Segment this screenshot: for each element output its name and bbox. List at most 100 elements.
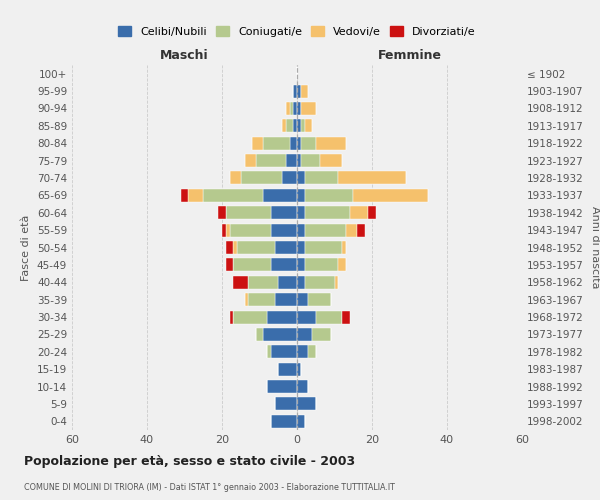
Bar [297, 154, 301, 167]
Bar [305, 258, 338, 272]
Bar [267, 310, 297, 324]
Bar [282, 172, 297, 184]
Bar [263, 328, 297, 341]
Bar [301, 84, 308, 98]
Bar [338, 258, 346, 272]
Bar [293, 102, 297, 115]
Bar [320, 154, 342, 167]
Bar [297, 415, 305, 428]
Bar [297, 293, 308, 306]
Bar [301, 120, 305, 132]
Bar [297, 398, 316, 410]
Bar [297, 380, 308, 393]
Bar [248, 293, 275, 306]
Bar [233, 241, 237, 254]
Bar [271, 224, 297, 236]
Bar [275, 398, 297, 410]
Bar [357, 224, 365, 236]
Bar [226, 206, 271, 220]
Bar [316, 310, 342, 324]
Bar [278, 276, 297, 289]
Text: Maschi: Maschi [160, 48, 209, 62]
Bar [271, 258, 297, 272]
Bar [305, 189, 353, 202]
Bar [203, 189, 263, 202]
Bar [233, 258, 271, 272]
Bar [229, 172, 241, 184]
Text: COMUNE DI MOLINI DI TRIORA (IM) - Dati ISTAT 1° gennaio 2003 - Elaborazione TUTT: COMUNE DI MOLINI DI TRIORA (IM) - Dati I… [24, 482, 395, 492]
Y-axis label: Fasce di età: Fasce di età [22, 214, 31, 280]
Bar [233, 276, 248, 289]
Bar [305, 276, 335, 289]
Bar [256, 154, 286, 167]
Bar [286, 154, 297, 167]
Bar [181, 189, 188, 202]
Bar [233, 310, 267, 324]
Bar [301, 102, 316, 115]
Bar [308, 293, 331, 306]
Bar [293, 120, 297, 132]
Bar [226, 224, 229, 236]
Text: Femmine: Femmine [377, 48, 442, 62]
Bar [297, 241, 305, 254]
Bar [218, 206, 226, 220]
Bar [353, 189, 428, 202]
Bar [305, 241, 342, 254]
Bar [245, 154, 256, 167]
Bar [346, 224, 357, 236]
Bar [297, 328, 312, 341]
Bar [301, 136, 316, 149]
Legend: Celibi/Nubili, Coniugati/e, Vedovi/e, Divorziati/e: Celibi/Nubili, Coniugati/e, Vedovi/e, Di… [115, 23, 479, 40]
Bar [297, 189, 305, 202]
Bar [297, 224, 305, 236]
Bar [335, 276, 338, 289]
Bar [248, 276, 278, 289]
Bar [297, 120, 301, 132]
Bar [305, 224, 346, 236]
Bar [252, 136, 263, 149]
Bar [229, 224, 271, 236]
Bar [305, 206, 349, 220]
Bar [275, 293, 297, 306]
Bar [297, 258, 305, 272]
Bar [263, 189, 297, 202]
Bar [297, 136, 301, 149]
Bar [256, 328, 263, 341]
Bar [305, 172, 338, 184]
Bar [241, 172, 282, 184]
Bar [297, 206, 305, 220]
Bar [301, 154, 320, 167]
Bar [275, 241, 297, 254]
Bar [282, 120, 286, 132]
Bar [308, 346, 316, 358]
Bar [338, 172, 406, 184]
Bar [305, 120, 312, 132]
Bar [229, 310, 233, 324]
Bar [271, 206, 297, 220]
Bar [316, 136, 346, 149]
Bar [342, 310, 349, 324]
Bar [226, 258, 233, 272]
Bar [349, 206, 368, 220]
Bar [297, 310, 316, 324]
Bar [278, 362, 297, 376]
Bar [290, 136, 297, 149]
Y-axis label: Anni di nascita: Anni di nascita [590, 206, 600, 289]
Bar [342, 241, 346, 254]
Bar [297, 346, 308, 358]
Bar [226, 241, 233, 254]
Bar [271, 346, 297, 358]
Bar [267, 380, 297, 393]
Bar [312, 328, 331, 341]
Bar [297, 102, 301, 115]
Bar [267, 346, 271, 358]
Bar [297, 362, 301, 376]
Bar [271, 415, 297, 428]
Bar [237, 241, 275, 254]
Text: Popolazione per età, sesso e stato civile - 2003: Popolazione per età, sesso e stato civil… [24, 455, 355, 468]
Bar [286, 102, 290, 115]
Bar [222, 224, 226, 236]
Bar [297, 172, 305, 184]
Bar [297, 276, 305, 289]
Bar [263, 136, 290, 149]
